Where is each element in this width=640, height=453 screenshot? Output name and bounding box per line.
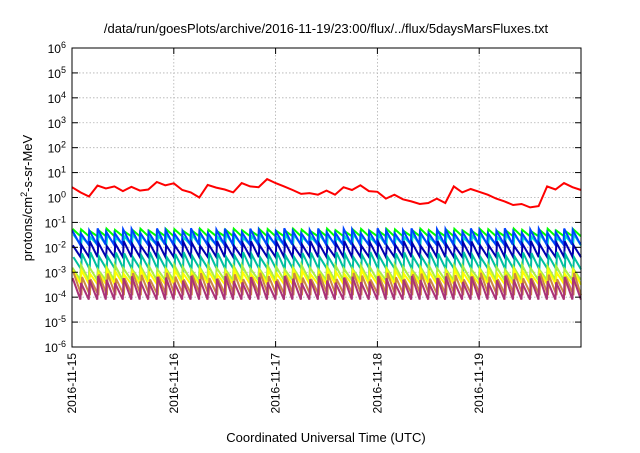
y-axis-label: protons/cm2-s-sr-MeV <box>19 134 35 261</box>
y-tick-base: 10 <box>48 142 62 156</box>
y-tick-exponent: 5 <box>61 65 66 75</box>
y-tick-exponent: 1 <box>61 165 66 175</box>
y-tick-exponent: -6 <box>58 339 66 349</box>
y-axis-label-superscript: 2 <box>19 192 29 197</box>
x-axis-label: Coordinated Universal Time (UTC) <box>226 430 425 445</box>
y-tick-base: 10 <box>45 316 59 330</box>
x-tick-label: 2016-11-16 <box>167 353 181 414</box>
y-tick-labels: 10-610-510-410-310-210-11001011021031041… <box>45 40 66 355</box>
y-tick-label: 103 <box>48 115 66 131</box>
series-line <box>71 275 582 301</box>
y-tick-label: 101 <box>48 165 66 181</box>
y-tick-label: 100 <box>48 190 66 206</box>
y-tick-exponent: -1 <box>58 214 66 224</box>
y-tick-label: 10-5 <box>45 314 66 330</box>
y-tick-base: 10 <box>45 266 59 280</box>
y-tick-base: 10 <box>45 291 59 305</box>
y-tick-exponent: 0 <box>61 190 66 200</box>
x-tick-labels: 2016-11-15 2016-11-16 2016-11-17 2016-11-18… <box>65 353 486 414</box>
y-tick-label: 10-1 <box>45 214 66 230</box>
y-tick-base: 10 <box>48 92 62 106</box>
y-tick-base: 10 <box>45 241 59 255</box>
y-tick-label: 10-4 <box>45 289 66 305</box>
y-tick-base: 10 <box>45 216 59 230</box>
y-tick-exponent: 4 <box>61 90 66 100</box>
y-tick-label: 10-3 <box>45 264 66 280</box>
y-tick-base: 10 <box>48 192 62 206</box>
y-tick-base: 10 <box>48 42 62 56</box>
y-tick-label: 10-2 <box>45 239 66 255</box>
chart-title: /data/run/goesPlots/archive/2016-11-19/2… <box>104 21 549 36</box>
y-tick-exponent: 3 <box>61 115 66 125</box>
y-tick-exponent: -4 <box>58 289 66 299</box>
plot-frame <box>71 47 582 348</box>
y-tick-base: 10 <box>48 67 62 81</box>
x-tick-label: 2016-11-18 <box>370 353 384 414</box>
y-axis-label-base: protons/cm <box>20 197 35 261</box>
y-tick-exponent: -3 <box>58 264 66 274</box>
y-tick-base: 10 <box>45 341 59 355</box>
x-tick-label: 2016-11-19 <box>472 353 486 414</box>
x-tick-label: 2016-11-15 <box>65 353 79 414</box>
x-tick-label: 2016-11-17 <box>269 353 283 414</box>
y-tick-label: 106 <box>48 40 66 56</box>
y-tick-exponent: 6 <box>61 40 66 50</box>
y-tick-exponent: -5 <box>58 314 66 324</box>
series-line <box>71 237 582 262</box>
y-tick-base: 10 <box>48 117 62 131</box>
y-tick-label: 102 <box>48 140 66 156</box>
y-tick-base: 10 <box>48 167 62 181</box>
y-tick-exponent: -2 <box>58 239 66 249</box>
series-line <box>71 177 582 209</box>
grid-lines <box>72 48 581 347</box>
y-tick-label: 10-6 <box>45 339 66 355</box>
series-line <box>71 224 582 249</box>
y-axis-label-rest: -s-sr-MeV <box>20 134 35 191</box>
y-tick-label: 104 <box>48 90 66 106</box>
series-lines <box>71 177 582 301</box>
plot-border <box>71 47 582 348</box>
y-tick-exponent: 2 <box>61 140 66 150</box>
y-tick-label: 105 <box>48 65 66 81</box>
